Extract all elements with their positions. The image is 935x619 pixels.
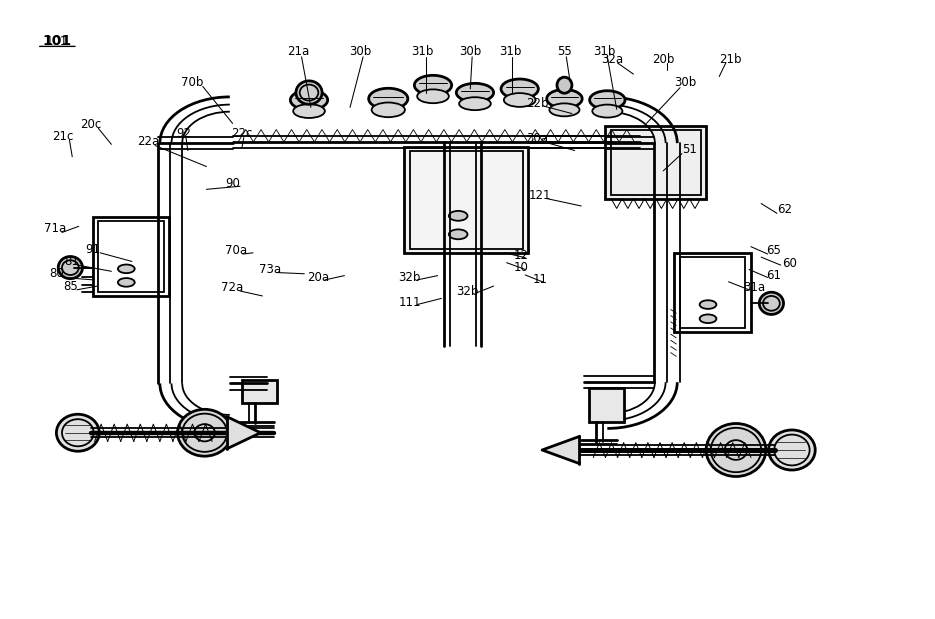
Text: 101: 101 <box>43 35 72 48</box>
Ellipse shape <box>56 414 99 451</box>
Ellipse shape <box>291 90 327 110</box>
Text: 31b: 31b <box>411 45 434 58</box>
Ellipse shape <box>557 77 572 93</box>
Text: 22c: 22c <box>231 128 252 141</box>
Bar <box>98 221 164 292</box>
Bar <box>589 387 625 422</box>
Text: 85: 85 <box>63 280 78 293</box>
Polygon shape <box>227 417 261 449</box>
Ellipse shape <box>699 300 716 309</box>
Text: 71a: 71a <box>44 222 66 235</box>
Text: 20a: 20a <box>308 271 329 284</box>
Text: 91: 91 <box>85 243 100 256</box>
Text: 22a: 22a <box>137 136 160 149</box>
Ellipse shape <box>759 292 784 314</box>
Text: 32b: 32b <box>398 271 421 284</box>
Ellipse shape <box>769 430 815 470</box>
Text: 72a: 72a <box>222 282 244 295</box>
Bar <box>611 129 700 195</box>
Text: 111: 111 <box>398 296 421 309</box>
Bar <box>93 217 169 296</box>
Ellipse shape <box>294 104 324 118</box>
Ellipse shape <box>699 314 716 323</box>
Text: 30b: 30b <box>349 45 371 58</box>
Ellipse shape <box>590 91 625 109</box>
Text: 30b: 30b <box>674 76 697 89</box>
Polygon shape <box>542 436 580 464</box>
Ellipse shape <box>456 84 494 102</box>
Ellipse shape <box>501 79 539 99</box>
Ellipse shape <box>178 409 232 456</box>
Text: 22b: 22b <box>526 97 549 110</box>
Text: 70a: 70a <box>225 245 248 258</box>
Ellipse shape <box>118 278 135 287</box>
Text: 30b: 30b <box>459 45 482 58</box>
Ellipse shape <box>547 90 583 108</box>
Text: 90: 90 <box>225 176 240 189</box>
Bar <box>674 253 751 332</box>
Bar <box>410 150 523 249</box>
Text: 20c: 20c <box>80 118 102 131</box>
Text: 65: 65 <box>766 245 781 258</box>
Text: 30a: 30a <box>526 132 549 145</box>
Text: 21a: 21a <box>287 45 309 58</box>
Text: 20b: 20b <box>652 53 674 66</box>
Ellipse shape <box>459 97 491 110</box>
Text: 61: 61 <box>766 269 781 282</box>
Ellipse shape <box>371 103 405 117</box>
Ellipse shape <box>592 105 623 118</box>
Ellipse shape <box>118 264 135 273</box>
Text: 32b: 32b <box>456 285 479 298</box>
Ellipse shape <box>449 211 468 221</box>
Bar <box>606 126 706 199</box>
Text: 60: 60 <box>782 257 797 270</box>
Ellipse shape <box>504 93 536 107</box>
Text: 101: 101 <box>46 35 68 48</box>
Text: 92: 92 <box>177 128 192 141</box>
Text: 21b: 21b <box>719 53 741 66</box>
Text: 31b: 31b <box>499 45 522 58</box>
Text: 11: 11 <box>533 274 548 287</box>
Text: 51: 51 <box>682 143 697 156</box>
Ellipse shape <box>296 81 322 104</box>
Bar <box>680 256 745 328</box>
Text: 55: 55 <box>557 45 572 58</box>
Text: 32a: 32a <box>601 53 623 66</box>
Ellipse shape <box>58 256 82 279</box>
Bar <box>242 379 278 403</box>
Ellipse shape <box>550 103 580 116</box>
Text: 10: 10 <box>514 261 529 274</box>
Text: 12: 12 <box>514 249 529 262</box>
Text: 73a: 73a <box>259 263 280 276</box>
Text: 21c: 21c <box>52 131 74 144</box>
Ellipse shape <box>706 423 766 477</box>
Ellipse shape <box>414 76 452 95</box>
Text: 81: 81 <box>64 255 79 268</box>
Bar <box>404 147 528 253</box>
Ellipse shape <box>368 89 408 109</box>
Ellipse shape <box>417 89 449 103</box>
Text: 31b: 31b <box>594 45 616 58</box>
Text: 70b: 70b <box>181 76 204 89</box>
Text: 31a: 31a <box>743 282 766 295</box>
Text: 121: 121 <box>529 189 552 202</box>
Text: 80: 80 <box>49 267 64 280</box>
Text: 62: 62 <box>777 203 792 216</box>
Ellipse shape <box>449 230 468 240</box>
